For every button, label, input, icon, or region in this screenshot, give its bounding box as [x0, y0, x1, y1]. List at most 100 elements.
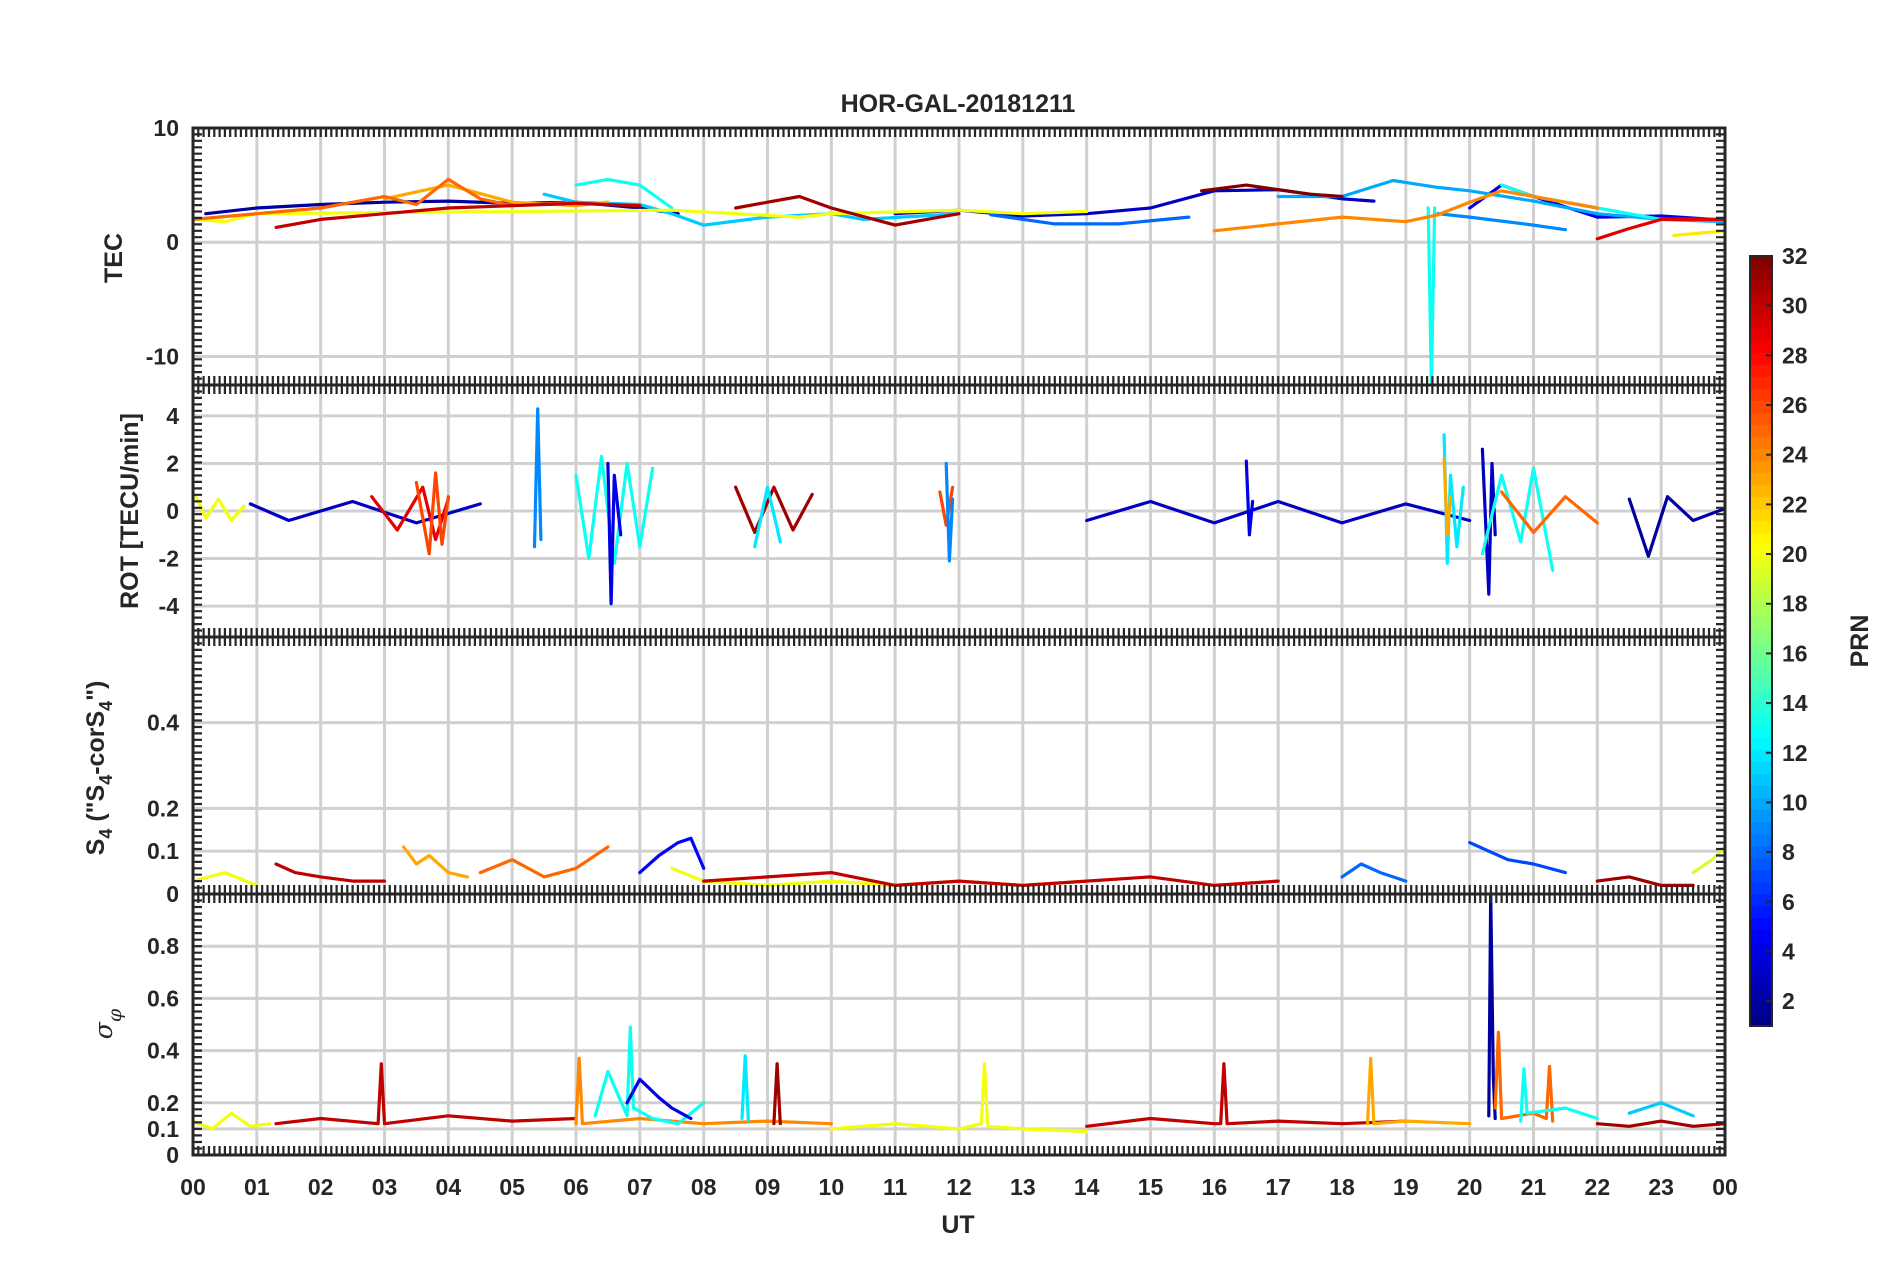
x-tick-label: 16: [1202, 1174, 1228, 1200]
x-tick-label: 20: [1457, 1174, 1483, 1200]
x-tick-label: 22: [1585, 1174, 1611, 1200]
x-tick-label: 11: [883, 1174, 908, 1200]
colorbar-swatch: [1750, 797, 1772, 811]
x-tick-label: 02: [308, 1174, 334, 1200]
colorbar-swatch: [1750, 665, 1772, 678]
colorbar-swatch: [1750, 869, 1772, 883]
colorbar-swatch: [1750, 701, 1772, 714]
colorbar-swatch: [1750, 977, 1772, 991]
series-line-s4: [1691, 845, 1725, 875]
y-minor-ticks-rot: [193, 383, 1725, 639]
chart-title: HOR-GAL-20181211: [841, 90, 1076, 118]
x-minor-ticks-sigma: [191, 894, 1727, 1155]
series-line-tec: [1436, 212, 1568, 232]
colorbar-swatch: [1750, 749, 1772, 762]
colorbar-swatch: [1750, 292, 1772, 305]
series-line-rot: [733, 485, 814, 535]
series-line-tec: [193, 177, 578, 221]
colorbar-swatch: [1750, 568, 1772, 582]
colorbar-swatch: [1750, 641, 1772, 654]
colorbar-swatch: [1750, 280, 1772, 293]
y-tick-label-s4: 0: [166, 881, 179, 907]
colorbar-swatch: [1750, 881, 1772, 895]
series-line-tec: [193, 208, 1089, 224]
x-minor-ticks-s4: [191, 637, 1727, 894]
y-label-s4-part: "): [82, 681, 110, 701]
colorbar-swatch: [1750, 1013, 1772, 1027]
panel-sigma: 0.8 0.6 0.4 0.20.10: [147, 892, 1727, 1168]
panel-tec: 10 0 -10: [146, 115, 1727, 387]
y-label-sigma: σφ: [89, 1008, 126, 1039]
y-tick-label-rot: -4: [159, 593, 180, 619]
colorbar-swatch: [1750, 256, 1772, 269]
y-minor-ticks-sigma: [193, 892, 1725, 1157]
colorbar-swatch: [1750, 737, 1772, 750]
y-tick-label-tec: 10: [153, 115, 179, 141]
colorbar-tick-label: 22: [1782, 491, 1808, 517]
y-tick-label-rot: 0: [166, 498, 179, 524]
colorbar-swatch: [1750, 725, 1772, 738]
colorbar-swatch: [1750, 965, 1772, 979]
y-tick-label-s4: 0.4: [147, 710, 179, 736]
y-tick-label-tec: 0: [166, 229, 179, 255]
x-tick-label: 04: [436, 1174, 462, 1200]
colorbar-swatch: [1750, 508, 1772, 522]
y-tick-label-rot: 2: [166, 450, 179, 476]
colorbar-swatch: [1750, 761, 1772, 774]
colorbar-swatch: [1750, 424, 1772, 438]
x-minor-ticks-tec: [191, 128, 1727, 385]
colorbar-swatch: [1750, 809, 1772, 823]
y-label-sigma-subscript: φ: [104, 1008, 126, 1022]
y-label-rot: ROT [TECU/min]: [116, 413, 144, 609]
series-line-rot: [1442, 457, 1453, 537]
colorbar-frame: [1749, 255, 1773, 1027]
series-line-s4: [1468, 840, 1568, 875]
colorbar-tick-label: 28: [1782, 342, 1808, 368]
series-line-rot: [1085, 499, 1472, 525]
y-tick-label-rot: 4: [166, 403, 179, 429]
y-label-sigma-main: σ: [89, 1021, 118, 1039]
colorbar-swatch: [1750, 268, 1772, 281]
colorbar-swatch: [1750, 941, 1772, 955]
series-group-rot: [194, 407, 1725, 606]
colorbar-swatch: [1750, 520, 1772, 534]
series-line-sigma: [1487, 894, 1497, 1121]
panel-rot: 4 2 0 -2 -4: [159, 383, 1727, 639]
colorbar-swatch: [1750, 857, 1772, 871]
colorbar-swatch: [1750, 364, 1772, 377]
x-tick-label: 00: [1712, 1174, 1738, 1200]
series-line-rot: [944, 461, 955, 563]
colorbar-swatch: [1750, 544, 1772, 558]
colorbar-swatch: [1750, 845, 1772, 859]
colorbar-swatch: [1750, 580, 1772, 594]
y-tick-label-sigma: 0.2: [147, 1090, 179, 1116]
colorbar-swatch: [1750, 556, 1772, 570]
series-line-rot: [1244, 459, 1255, 537]
y-tick-label-tec: -10: [146, 343, 179, 369]
colorbar-tick-label: 12: [1782, 740, 1808, 766]
series-line-s4: [274, 862, 387, 883]
x-tick-label: 21: [1521, 1174, 1547, 1200]
x-tick-label: 18: [1329, 1174, 1355, 1200]
colorbar-swatch: [1750, 917, 1772, 931]
x-axis-label: UT: [941, 1211, 974, 1239]
series-line-sigma: [1595, 1119, 1725, 1128]
colorbar-swatch: [1750, 713, 1772, 726]
series-line-sigma: [1627, 1101, 1695, 1118]
colorbar-swatch: [1750, 604, 1772, 618]
series-line-rot: [414, 471, 450, 556]
series-line-tec: [1276, 178, 1725, 224]
x-tick-label: 08: [691, 1174, 717, 1200]
colorbar-swatch: [1750, 304, 1772, 317]
colorbar-swatch: [1750, 689, 1772, 702]
colorbar-tick-label: 32: [1782, 243, 1808, 269]
colorbar-tick-label: 2: [1782, 988, 1795, 1014]
series-line-s4: [638, 836, 706, 875]
colorbar-swatch: [1750, 316, 1772, 329]
x-tick-label: 10: [819, 1174, 845, 1200]
x-tick-label: 07: [627, 1174, 653, 1200]
y-tick-label-sigma: 0.1: [147, 1116, 179, 1142]
y-tick-label-sigma: 0.4: [147, 1038, 179, 1064]
x-tick-label: 19: [1393, 1174, 1419, 1200]
colorbar-swatch: [1750, 929, 1772, 943]
